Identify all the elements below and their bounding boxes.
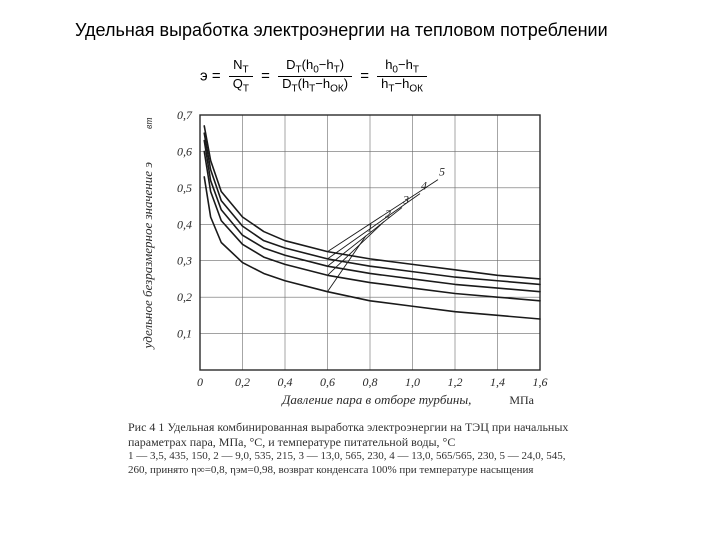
svg-text:вт: вт xyxy=(144,117,155,129)
svg-text:1,0: 1,0 xyxy=(405,375,420,389)
svg-text:0,2: 0,2 xyxy=(235,375,250,389)
svg-text:МПа: МПа xyxy=(509,393,534,407)
caption-lead: Рис 4 1 Удельная комбинированная выработ… xyxy=(128,420,578,450)
svg-text:0,3: 0,3 xyxy=(177,254,192,268)
svg-text:5: 5 xyxy=(439,165,445,179)
svg-text:0,4: 0,4 xyxy=(177,217,192,231)
svg-text:1,2: 1,2 xyxy=(448,375,463,389)
svg-text:0,7: 0,7 xyxy=(177,108,193,122)
figure-caption: Рис 4 1 Удельная комбинированная выработ… xyxy=(128,420,578,478)
formula-lead: э = xyxy=(200,68,221,85)
formula: э = NT QT = DT(h0−hT) DT(hT−hОК) = h0−hT… xyxy=(200,58,431,95)
svg-text:удельное безразмерное значени: удельное безразмерное значение э xyxy=(140,162,155,351)
svg-text:1,4: 1,4 xyxy=(490,375,505,389)
eq2: = xyxy=(360,68,369,85)
svg-text:0,6: 0,6 xyxy=(177,144,192,158)
frac-1: NT QT xyxy=(229,58,253,95)
svg-text:0,4: 0,4 xyxy=(278,375,293,389)
svg-text:0,6: 0,6 xyxy=(320,375,335,389)
svg-text:0,5: 0,5 xyxy=(177,181,192,195)
svg-text:0: 0 xyxy=(197,375,203,389)
frac-2: DT(h0−hT) DT(hT−hОК) xyxy=(278,58,352,95)
eq1: = xyxy=(261,68,270,85)
svg-text:1,6: 1,6 xyxy=(533,375,548,389)
svg-text:0,1: 0,1 xyxy=(177,327,192,341)
svg-text:Давление пара в отборе турбины: Давление пара в отборе турбины, xyxy=(280,392,471,407)
svg-text:0,2: 0,2 xyxy=(177,290,192,304)
chart: 1234500,20,40,60,81,01,21,41,60,10,20,30… xyxy=(130,105,570,415)
page-title: Удельная выработка электроэнергии на теп… xyxy=(75,20,675,41)
frac-3: h0−hT hT−hОК xyxy=(377,58,427,95)
svg-text:0,8: 0,8 xyxy=(363,375,378,389)
caption-params: 1 — 3,5, 435, 150, 2 — 9,0, 535, 215, 3 … xyxy=(128,450,578,478)
